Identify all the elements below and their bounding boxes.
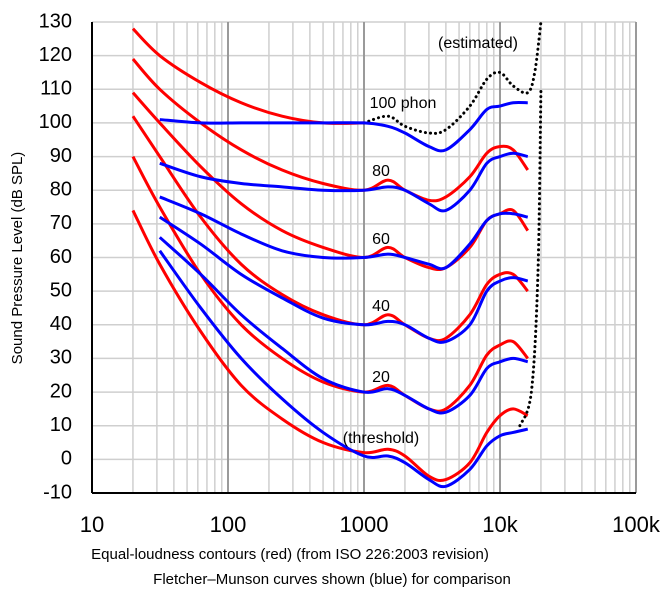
y-tick-label: 60	[50, 246, 72, 268]
caption: Equal-loudness contours (red) (from ISO …	[91, 546, 489, 563]
x-tick-label: 10	[80, 512, 104, 537]
annotation: (threshold)	[343, 430, 419, 447]
y-tick-label: 20	[50, 380, 72, 402]
y-tick-label: 120	[39, 44, 72, 66]
x-tick-label: 1000	[340, 512, 389, 537]
curve	[131, 27, 365, 125]
curve	[158, 236, 529, 415]
caption: Fletcher–Munson curves shown (blue) for …	[153, 571, 511, 588]
curve	[158, 249, 529, 489]
curve	[131, 209, 529, 483]
curve	[131, 155, 529, 413]
y-axis-label: Sound Pressure Level (dB SPL)	[9, 152, 26, 365]
annotation: 20	[372, 369, 390, 386]
annotation: 60	[372, 231, 390, 248]
curve	[159, 195, 529, 271]
plot-lines	[131, 20, 543, 489]
y-tick-label: 70	[50, 212, 72, 234]
x-tick-label: 10k	[482, 512, 518, 537]
y-tick-label: 50	[50, 279, 72, 301]
curve	[158, 215, 529, 344]
annotation: (estimated)	[438, 35, 518, 52]
y-tick-label: 10	[50, 414, 72, 436]
y-tick-label: 0	[61, 448, 72, 470]
estimated-curve	[518, 87, 543, 428]
annotation: 80	[372, 163, 390, 180]
annotation: 40	[372, 298, 390, 315]
x-tick-label: 100	[210, 512, 247, 537]
curve	[159, 151, 529, 213]
annotation: 100 phon	[370, 95, 437, 112]
y-tick-label: 40	[50, 313, 72, 335]
y-tick-label: 30	[50, 347, 72, 369]
curve	[131, 91, 530, 272]
curve	[131, 115, 529, 343]
y-tick-label: 110	[40, 78, 72, 100]
x-tick-label: 100k	[612, 512, 661, 537]
estimated-curve	[362, 20, 543, 135]
y-tick-label: 90	[50, 145, 72, 167]
y-tick-label: 80	[50, 178, 72, 200]
curve	[159, 100, 528, 153]
y-tick-label: -10	[43, 481, 72, 503]
curve	[131, 58, 529, 203]
y-tick-label: 100	[39, 111, 72, 133]
y-tick-label: 130	[39, 10, 72, 32]
labels: -10 0 10 20 30 40 50 60 70 80 90 100 110 120 130 10 100 1…	[39, 10, 661, 537]
